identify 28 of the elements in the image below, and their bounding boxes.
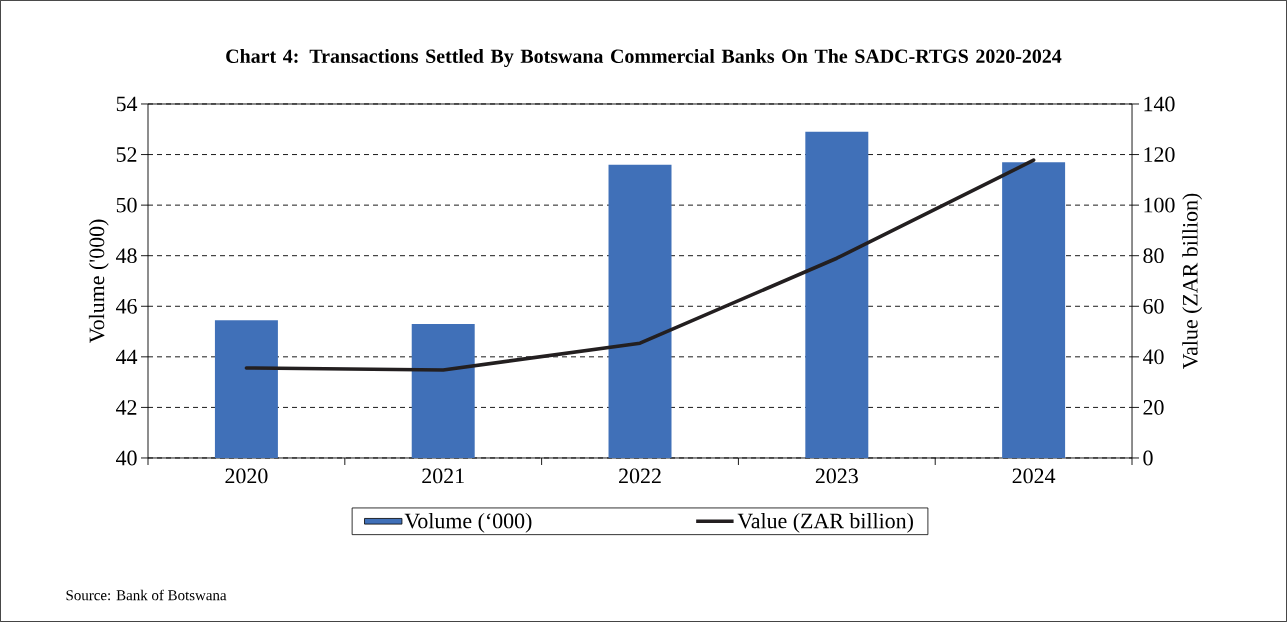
x-tick-label: 2020 (225, 468, 268, 484)
line-series (244, 158, 1036, 372)
y-tick-label: 42 (116, 400, 137, 415)
y2-tick-label: 120 (1144, 147, 1175, 162)
x-tick-label: 2023 (815, 468, 858, 484)
y2-tick-label: 60 (1143, 298, 1164, 314)
x-tick-label: 2024 (1012, 468, 1056, 484)
chart-title: Chart 4: Transactions Settled By Botswana Commercial Banks On The SADC-RTGS 2020-2024 (226, 48, 1062, 68)
y2-tick-label: 40 (1142, 349, 1164, 365)
y-tick-label: 44 (116, 349, 138, 365)
y2-tick-label: 100 (1144, 197, 1175, 213)
y-tick-label: 52 (116, 147, 137, 162)
x-tick-label: 2021 (422, 468, 464, 484)
y2-tick-label: 20 (1143, 400, 1164, 415)
x-tick-label: 2022 (619, 468, 661, 484)
y2-axis-title: Value (ZAR billion) (1182, 193, 1203, 369)
y-tick-label: 54 (116, 96, 138, 112)
y-tick-label: 48 (116, 248, 137, 264)
y-axis-title: Volume ('000) (88, 219, 109, 344)
source-note: Source: Bank of Botswana (66, 589, 227, 601)
y2-tick-label: 80 (1143, 248, 1164, 264)
y2-tick-label: 140 (1144, 96, 1175, 112)
legend-label: Volume (‘000) (404, 512, 532, 533)
y2-tick-label: 0 (1143, 450, 1153, 466)
y-tick-label: 50 (116, 197, 137, 213)
y-tick-label: 40 (116, 450, 137, 466)
y-tick-label: 46 (116, 298, 137, 314)
legend-label: Value (ZAR billion) (737, 512, 913, 533)
